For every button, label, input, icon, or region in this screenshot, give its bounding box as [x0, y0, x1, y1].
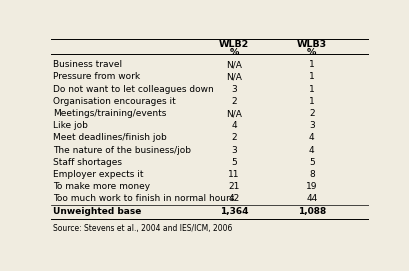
- Text: 3: 3: [231, 85, 236, 93]
- Text: N/A: N/A: [225, 109, 241, 118]
- Text: WLB3: WLB3: [296, 40, 326, 49]
- Text: 2: 2: [231, 97, 236, 106]
- Text: 8: 8: [308, 170, 314, 179]
- Text: N/A: N/A: [225, 72, 241, 81]
- Text: Pressure from work: Pressure from work: [53, 72, 139, 81]
- Text: 4: 4: [308, 146, 314, 154]
- Text: 19: 19: [305, 182, 317, 191]
- Text: 5: 5: [308, 158, 314, 167]
- Text: Too much work to finish in normal hours: Too much work to finish in normal hours: [53, 194, 234, 204]
- Text: 42: 42: [228, 194, 239, 204]
- Text: 2: 2: [308, 109, 314, 118]
- Text: Source: Stevens et al., 2004 and IES/ICM, 2006: Source: Stevens et al., 2004 and IES/ICM…: [53, 224, 231, 233]
- Text: Like job: Like job: [53, 121, 88, 130]
- Text: Meetings/training/events: Meetings/training/events: [53, 109, 166, 118]
- Text: 21: 21: [228, 182, 239, 191]
- Text: Do not want to let colleagues down: Do not want to let colleagues down: [53, 85, 213, 93]
- Text: 1: 1: [308, 85, 314, 93]
- Text: 5: 5: [231, 158, 236, 167]
- Text: 1: 1: [308, 97, 314, 106]
- Text: %: %: [306, 48, 316, 57]
- Text: 1: 1: [308, 72, 314, 81]
- Text: Staff shortages: Staff shortages: [53, 158, 121, 167]
- Text: Unweighted base: Unweighted base: [53, 207, 141, 216]
- Text: The nature of the business/job: The nature of the business/job: [53, 146, 190, 154]
- Text: 3: 3: [231, 146, 236, 154]
- Text: To make more money: To make more money: [53, 182, 150, 191]
- Text: 2: 2: [231, 133, 236, 142]
- Text: Meet deadlines/finish job: Meet deadlines/finish job: [53, 133, 166, 142]
- Text: WLB2: WLB2: [218, 40, 249, 49]
- Text: 1,364: 1,364: [219, 207, 247, 216]
- Text: 11: 11: [228, 170, 239, 179]
- Text: 1: 1: [308, 60, 314, 69]
- Text: 4: 4: [231, 121, 236, 130]
- Text: 44: 44: [306, 194, 317, 204]
- Text: N/A: N/A: [225, 60, 241, 69]
- Text: Organisation encourages it: Organisation encourages it: [53, 97, 175, 106]
- Text: Employer expects it: Employer expects it: [53, 170, 143, 179]
- Text: Business travel: Business travel: [53, 60, 121, 69]
- Text: 1,088: 1,088: [297, 207, 325, 216]
- Text: %: %: [229, 48, 238, 57]
- Text: 3: 3: [308, 121, 314, 130]
- Text: 4: 4: [308, 133, 314, 142]
